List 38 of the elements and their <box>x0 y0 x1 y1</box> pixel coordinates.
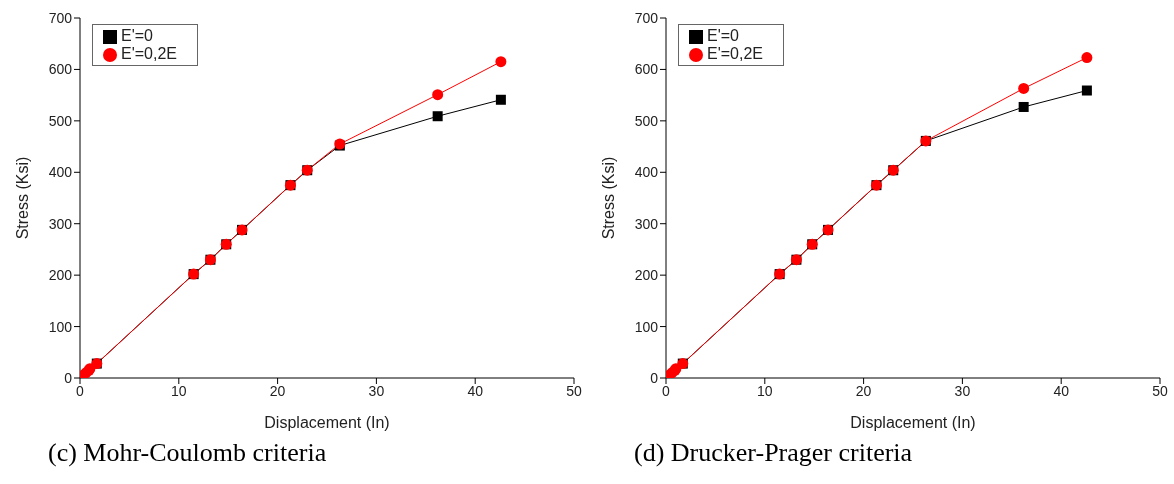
y-tick-label: 400 <box>48 164 73 181</box>
y-tick-label: 700 <box>48 9 73 26</box>
x-tick-label: 50 <box>566 382 582 399</box>
x-tick-label: 0 <box>76 382 85 399</box>
legend-label: E'=0,2E <box>707 45 763 62</box>
legend-label: E'=0 <box>121 27 153 44</box>
y-tick-label: 100 <box>48 318 73 335</box>
y-axis-title: Stress (Ksi) <box>13 156 31 240</box>
x-tick-label: 40 <box>1053 382 1070 399</box>
x-tick-label: 30 <box>954 382 971 399</box>
y-tick-label: 300 <box>634 215 659 232</box>
y-tick-label: 400 <box>634 164 659 181</box>
y-tick-label: 200 <box>48 267 73 284</box>
x-tick-label: 10 <box>757 382 773 399</box>
y-tick-label: 600 <box>634 61 659 78</box>
text: (c) Mohr-Coulomb criteria <box>48 438 327 468</box>
y-tick-label: 300 <box>48 215 73 232</box>
y-tick-label: 600 <box>48 61 73 78</box>
x-tick-label: 10 <box>171 382 187 399</box>
y-axis-title: Stress (Ksi) <box>599 156 617 240</box>
y-tick-label: 0 <box>64 369 73 386</box>
x-tick-label: 0 <box>662 382 671 399</box>
text: (d) Drucker-Prager criteria <box>634 438 913 468</box>
y-tick-label: 500 <box>634 112 659 129</box>
x-tick-label: 50 <box>1152 382 1168 399</box>
y-tick-label: 100 <box>634 318 659 335</box>
x-tick-label: 20 <box>269 382 286 399</box>
y-tick-label: 700 <box>634 9 659 26</box>
x-tick-label: 30 <box>368 382 385 399</box>
x-tick-label: 40 <box>467 382 484 399</box>
x-tick-label: 20 <box>855 382 872 399</box>
x-axis-title: Displacement (In) <box>264 414 390 431</box>
x-axis-title: Displacement (In) <box>850 414 976 431</box>
y-tick-label: 0 <box>650 369 659 386</box>
y-tick-label: 500 <box>48 112 73 129</box>
y-tick-label: 200 <box>634 267 659 284</box>
legend-label: E'=0 <box>707 27 739 44</box>
legend-label: E'=0,2E <box>121 45 177 62</box>
